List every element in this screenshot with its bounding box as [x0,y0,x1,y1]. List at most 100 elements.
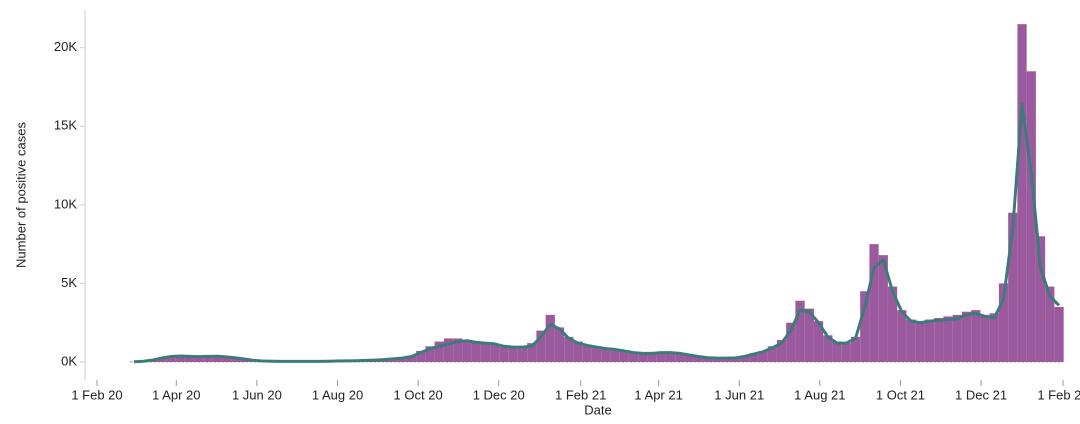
bar [1008,212,1018,362]
bar [693,356,703,362]
bar [841,343,851,362]
bar [647,353,657,362]
x-tick-label: 1 Oct 21 [876,387,925,402]
bar [924,319,935,362]
bar [989,313,999,362]
bar [767,346,777,362]
y-tick-label: 5K [61,275,77,290]
bar [434,341,444,362]
bar [1035,236,1046,362]
bar [1017,24,1027,363]
bar [221,356,232,362]
bar [1054,307,1064,362]
bar [610,348,620,362]
bar [869,244,879,362]
bar [712,357,722,362]
bar [823,335,833,362]
x-tick-label: 1 Jun 21 [714,387,764,402]
bar [582,344,592,362]
bar [471,341,481,362]
bar [490,344,500,362]
y-axis-label: Number of positive cases [13,122,28,268]
bar [416,351,426,362]
bar [175,355,185,362]
bar [619,350,629,362]
bar [980,314,990,362]
bar [675,352,685,362]
bar [591,346,602,362]
bar [897,310,907,362]
bar [943,316,953,362]
bar [628,351,639,362]
x-tick-label: 1 Dec 20 [473,387,525,402]
bar [638,352,648,362]
bar [758,351,768,362]
x-tick-label: 1 Aug 20 [312,387,363,402]
bar [934,318,944,362]
x-tick-label: 1 Aug 21 [794,387,845,402]
x-tick-label: 1 Feb 21 [555,387,606,402]
bar [915,321,925,362]
bar [499,347,509,362]
y-tick-label: 0K [61,353,77,368]
bar [184,356,195,362]
bar [527,343,537,362]
bar [998,283,1009,362]
bar [665,351,676,362]
x-tick-label: 1 Jun 20 [232,387,282,402]
bar [406,355,417,362]
bar [480,343,491,362]
y-tick-label: 20K [54,39,77,54]
bar [1045,286,1055,362]
y-tick-label: 10K [54,196,77,211]
bar [813,321,824,362]
bar [443,338,454,362]
bar [157,357,167,362]
bar [684,354,694,362]
bar [850,336,861,362]
bar [739,356,750,362]
x-tick-label: 1 Feb 22 [1037,387,1080,402]
bar [601,347,611,362]
bar [212,355,222,362]
bar [536,330,546,362]
bar [397,357,407,362]
bar [702,357,713,362]
x-tick-label: 1 Apr 20 [152,387,200,402]
x-tick-label: 1 Apr 21 [634,387,682,402]
bar [786,322,796,362]
bar [906,319,916,362]
bar [425,346,435,362]
bar [860,291,870,362]
bar [1026,71,1036,363]
bar [554,327,565,362]
x-axis-label: Date [584,402,611,417]
trend-line [133,102,1061,364]
bar [564,336,574,362]
bar [776,340,787,362]
bar [573,341,583,362]
bar [971,310,981,362]
bar [453,338,463,362]
bar [231,357,241,362]
bar [166,355,176,362]
bar [721,358,731,362]
bar [203,355,213,362]
bar [952,314,962,362]
bar [545,314,555,362]
bar [730,357,740,362]
bar [656,352,666,362]
bar [194,356,204,362]
y-tick-label: 15K [54,118,77,133]
x-tick-label: 1 Dec 21 [955,387,1007,402]
bar [878,255,888,362]
bar [517,347,528,362]
bar [961,311,972,362]
bar [462,340,472,362]
bar [832,341,842,362]
bar [887,286,898,362]
bar [508,347,518,362]
bar [795,300,805,362]
